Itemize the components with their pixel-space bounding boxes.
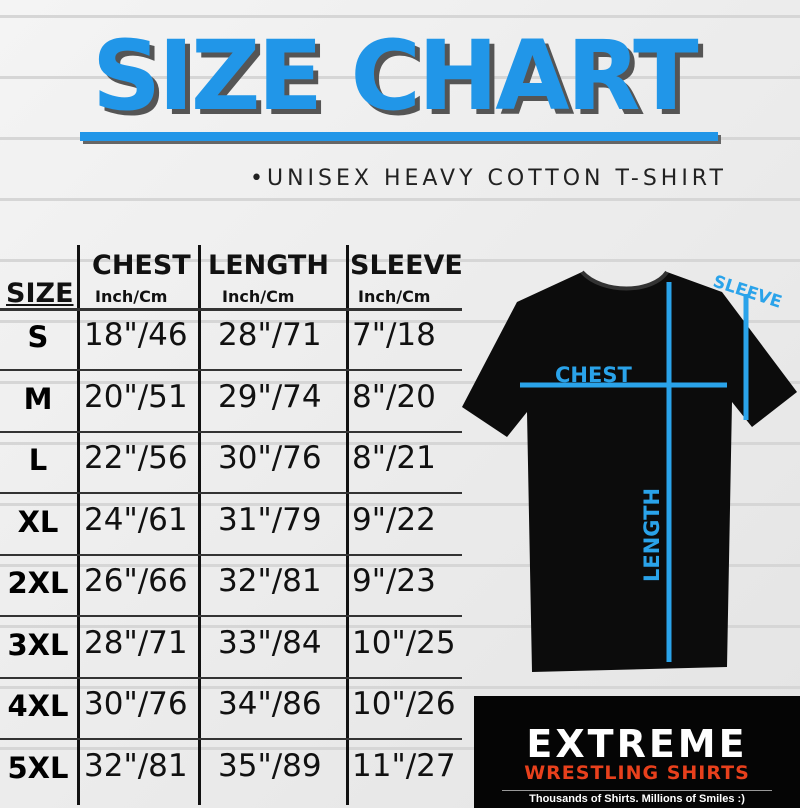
sleeve-cell: 8"/21 bbox=[352, 440, 436, 476]
logo-brand: EXTREME bbox=[526, 722, 748, 766]
length-cell: 29"/74 bbox=[218, 378, 322, 415]
chest-cell: 20"/51 bbox=[84, 378, 188, 415]
sleeve-cell: 11"/27 bbox=[352, 747, 456, 784]
size-cell: S bbox=[27, 320, 49, 354]
row-divider bbox=[0, 676, 462, 679]
chest-cell: 26"/66 bbox=[84, 563, 188, 599]
logo-subtitle: WRESTLING SHIRTS bbox=[524, 762, 750, 784]
length-cell: 34"/86 bbox=[218, 686, 322, 722]
chest-label: CHEST bbox=[555, 363, 632, 387]
chest-cell: 30"/76 bbox=[84, 686, 188, 722]
sleeve-cell: 10"/25 bbox=[352, 624, 456, 661]
logo-tagline: Thousands of Shirts. Millions of Smiles … bbox=[502, 790, 772, 805]
title-underline bbox=[80, 132, 718, 141]
tshirt-diagram: CHEST LENGTH SLEEVE bbox=[462, 270, 797, 672]
size-cell: 3XL bbox=[7, 627, 69, 662]
column-divider bbox=[77, 245, 80, 805]
size-cell: L bbox=[28, 443, 48, 477]
row-divider bbox=[0, 738, 462, 740]
sleeve-header: SLEEVE bbox=[350, 250, 463, 281]
row-divider bbox=[0, 615, 462, 617]
length-unit: Inch/Cm bbox=[222, 287, 295, 306]
sleeve-unit: Inch/Cm bbox=[358, 287, 431, 306]
sleeve-cell: 10"/26 bbox=[352, 686, 456, 722]
size-cell: XL bbox=[17, 504, 59, 539]
length-cell: 30"/76 bbox=[218, 440, 322, 476]
chest-cell: 22"/56 bbox=[84, 440, 188, 476]
row-divider bbox=[0, 369, 462, 371]
sleeve-cell: 8"/20 bbox=[352, 378, 436, 415]
chest-cell: 18"/46 bbox=[84, 317, 188, 353]
tshirt-shape bbox=[462, 272, 797, 672]
size-cell: 2XL bbox=[7, 566, 69, 600]
size-cell: M bbox=[23, 381, 53, 416]
length-cell: 35"/89 bbox=[218, 747, 322, 784]
length-cell: 28"/71 bbox=[218, 317, 322, 353]
row-divider bbox=[0, 553, 462, 556]
sleeve-cell: 9"/23 bbox=[352, 563, 436, 599]
chest-header: CHEST bbox=[92, 250, 191, 281]
column-divider bbox=[346, 245, 349, 805]
size-header: SIZE bbox=[6, 278, 74, 309]
size-cell: 4XL bbox=[7, 689, 69, 723]
page-title: SIZE CHART bbox=[92, 20, 699, 132]
brand-logo: EXTREME WRESTLING SHIRTS Thousands of Sh… bbox=[474, 696, 800, 808]
length-cell: 31"/79 bbox=[218, 501, 322, 538]
subtitle: •UNISEX HEAVY COTTON T-SHIRT bbox=[250, 166, 727, 191]
length-label: LENGTH bbox=[640, 488, 664, 582]
chest-cell: 32"/81 bbox=[84, 747, 188, 784]
size-cell: 5XL bbox=[7, 750, 69, 785]
sleeve-cell: 7"/18 bbox=[352, 317, 436, 353]
length-cell: 33"/84 bbox=[218, 624, 322, 661]
length-header: LENGTH bbox=[208, 250, 329, 281]
chest-cell: 28"/71 bbox=[84, 624, 188, 661]
length-cell: 32"/81 bbox=[218, 563, 322, 599]
chest-cell: 24"/61 bbox=[84, 501, 188, 538]
row-divider bbox=[0, 430, 462, 433]
row-divider bbox=[0, 492, 462, 494]
sleeve-cell: 9"/22 bbox=[352, 501, 436, 538]
header-divider bbox=[0, 308, 462, 311]
column-divider bbox=[198, 245, 201, 805]
chest-unit: Inch/Cm bbox=[95, 287, 168, 306]
